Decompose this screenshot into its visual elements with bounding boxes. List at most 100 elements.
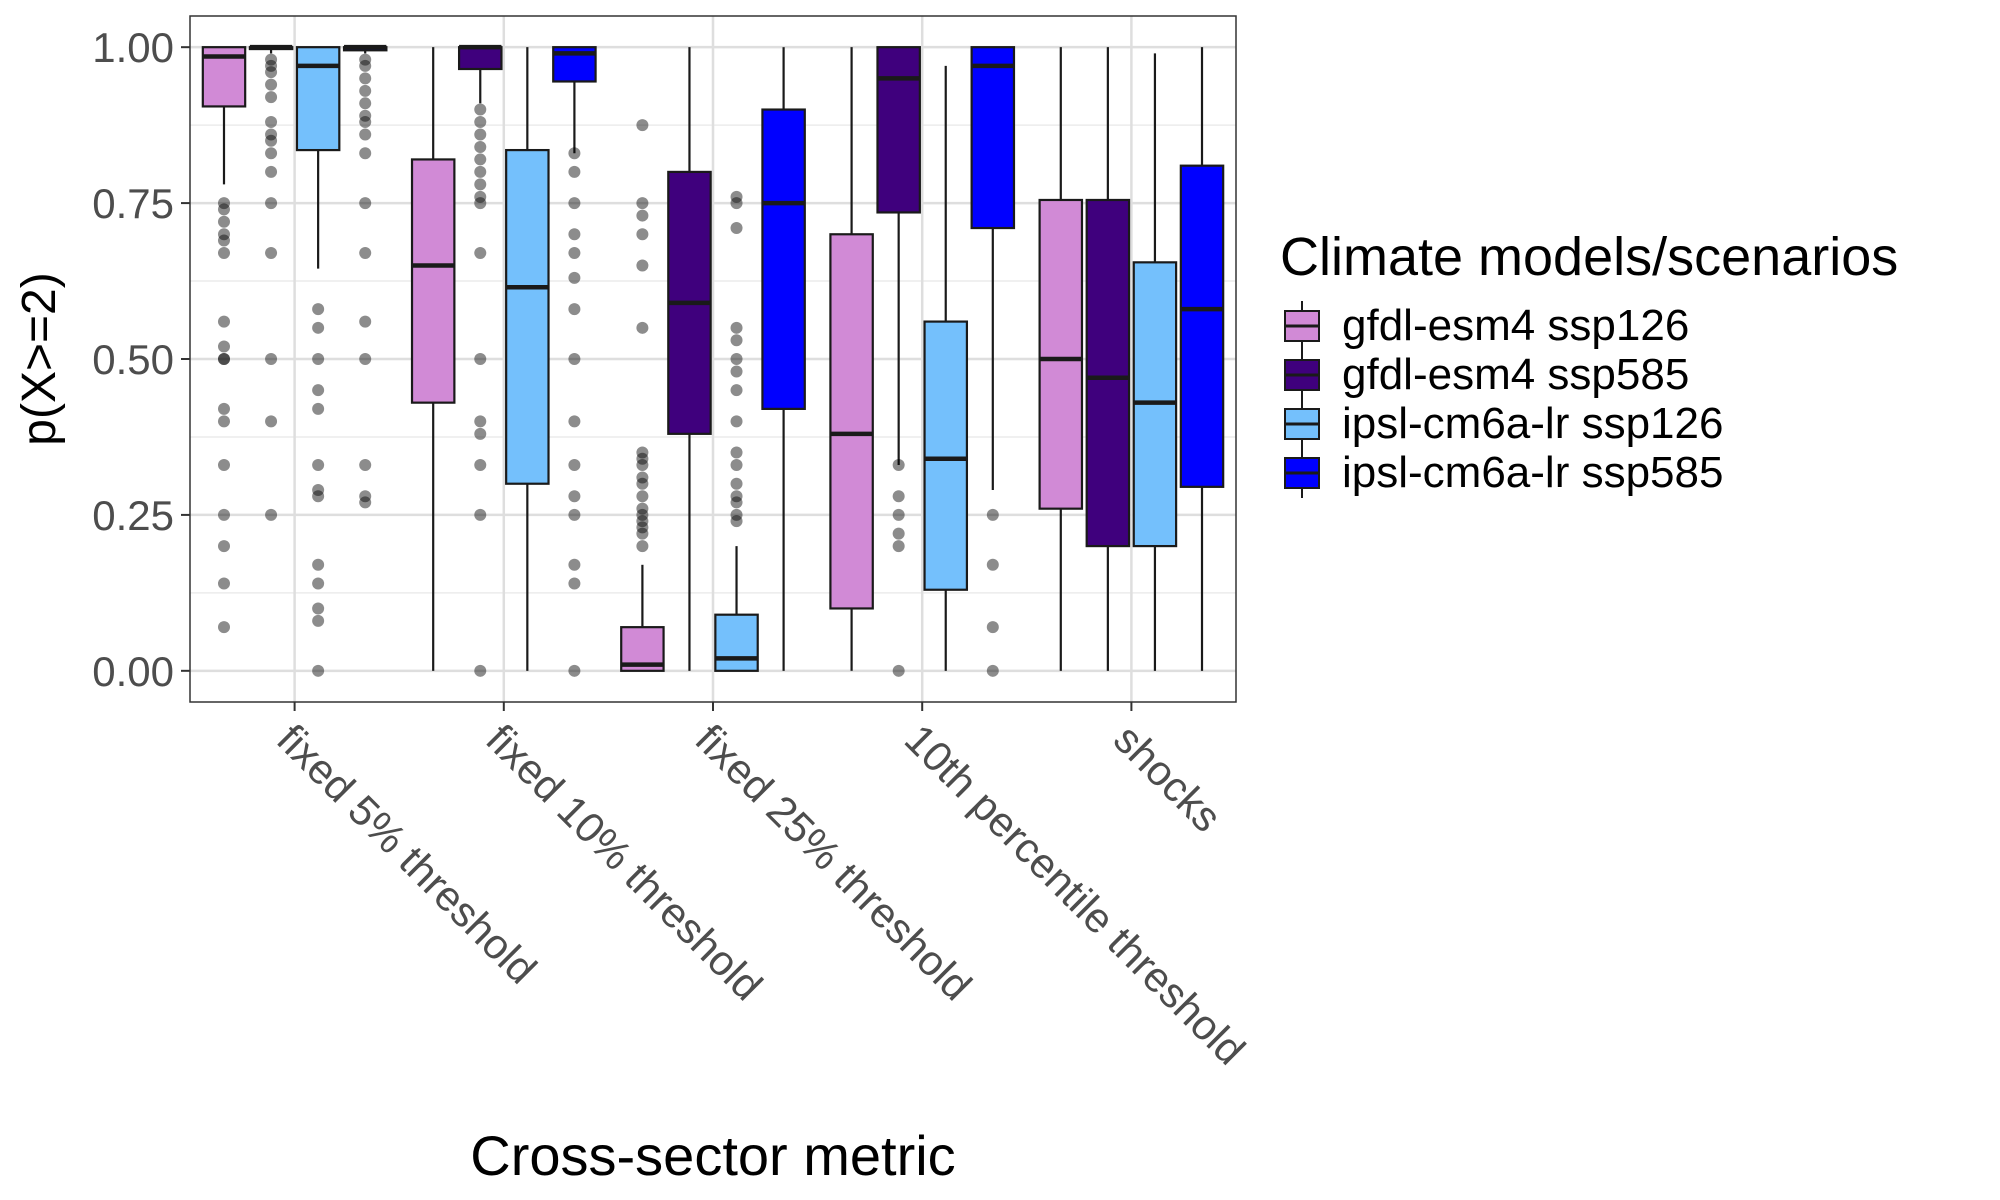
box bbox=[295, 46, 341, 152]
outlier-point bbox=[217, 234, 230, 247]
outlier-point bbox=[265, 508, 278, 521]
outlier-point bbox=[312, 602, 325, 615]
outlier-point bbox=[217, 415, 230, 428]
outlier-point bbox=[636, 452, 649, 465]
outlier-point bbox=[474, 353, 487, 365]
outlier-point bbox=[312, 614, 325, 627]
outlier-point bbox=[636, 446, 649, 459]
outlier-point bbox=[359, 59, 372, 72]
box-group bbox=[970, 46, 1016, 677]
outlier-point bbox=[730, 334, 743, 347]
outlier-point bbox=[568, 558, 581, 571]
outlier-point bbox=[265, 66, 278, 79]
boxplot-marks bbox=[201, 44, 1225, 677]
outlier-point bbox=[217, 203, 230, 216]
outlier-point bbox=[730, 459, 743, 472]
outlier-point bbox=[474, 415, 487, 428]
outlier-point bbox=[730, 496, 743, 509]
outlier-point bbox=[568, 303, 581, 316]
outlier-point bbox=[312, 664, 325, 677]
outlier-point bbox=[359, 109, 372, 122]
outlier-point bbox=[359, 84, 372, 97]
outlier-point bbox=[359, 116, 372, 129]
outlier-point bbox=[474, 116, 487, 129]
outlier-point bbox=[636, 209, 649, 222]
y-tick-label: 1.00 bbox=[92, 24, 174, 71]
box-group bbox=[295, 46, 341, 677]
outlier-point bbox=[730, 446, 743, 459]
outlier-point bbox=[568, 353, 581, 365]
outlier-point bbox=[312, 577, 325, 590]
box bbox=[970, 46, 1016, 230]
outlier-point bbox=[568, 664, 581, 677]
legend-label: gfdl-esm4 ssp585 bbox=[1342, 350, 1689, 399]
outlier-point bbox=[474, 128, 487, 141]
outlier-point bbox=[568, 577, 581, 590]
box-group bbox=[1038, 47, 1084, 671]
outlier-point bbox=[359, 490, 372, 503]
box-group bbox=[876, 46, 921, 677]
outlier-point bbox=[265, 91, 278, 104]
outlier-point bbox=[568, 490, 581, 503]
outlier-point bbox=[312, 303, 325, 316]
outlier-point bbox=[730, 353, 743, 365]
outlier-point bbox=[217, 577, 230, 590]
outlier-point bbox=[474, 190, 487, 203]
box-group bbox=[248, 44, 294, 521]
legend-title: Climate models/scenarios bbox=[1280, 227, 1898, 287]
x-tick-label: shocks bbox=[1105, 715, 1231, 841]
outlier-point bbox=[265, 134, 278, 147]
outlier-point bbox=[312, 321, 325, 334]
outlier-point bbox=[265, 78, 278, 91]
outlier-point bbox=[568, 228, 581, 241]
outlier-point bbox=[265, 128, 278, 141]
outlier-point bbox=[312, 384, 325, 397]
legend-item: gfdl-esm4 ssp126 bbox=[1284, 301, 1689, 351]
outlier-point bbox=[359, 459, 372, 472]
outlier-point bbox=[265, 415, 278, 428]
box bbox=[1179, 164, 1225, 488]
legend-item: ipsl-cm6a-lr ssp585 bbox=[1284, 448, 1723, 498]
box bbox=[410, 158, 456, 404]
outlier-point bbox=[568, 508, 581, 521]
outlier-point bbox=[265, 53, 278, 66]
outlier-point bbox=[568, 165, 581, 178]
outlier-point bbox=[359, 128, 372, 141]
box-group bbox=[1132, 53, 1178, 671]
outlier-point bbox=[312, 353, 325, 365]
outlier-point bbox=[217, 508, 230, 521]
outlier-point bbox=[636, 490, 649, 503]
x-tick-label: 10th percentile threshold bbox=[896, 715, 1254, 1073]
outlier-point bbox=[359, 496, 372, 509]
outlier-point bbox=[265, 197, 278, 210]
outlier-point bbox=[312, 558, 325, 571]
outlier-point bbox=[568, 147, 581, 160]
outlier-point bbox=[217, 215, 230, 228]
y-axis-title: p(X>=2) bbox=[13, 272, 66, 445]
outlier-point bbox=[474, 197, 487, 210]
legend-item: ipsl-cm6a-lr ssp126 bbox=[1284, 399, 1723, 449]
outlier-point bbox=[265, 246, 278, 259]
outlier-point bbox=[636, 508, 649, 521]
outlier-point bbox=[217, 340, 230, 353]
y-tick-label: 0.75 bbox=[92, 180, 174, 227]
box-group bbox=[667, 47, 712, 671]
box-group bbox=[1179, 47, 1225, 671]
outlier-point bbox=[986, 508, 999, 521]
outlier-point bbox=[568, 197, 581, 210]
outlier-point bbox=[568, 271, 581, 284]
outlier-point bbox=[217, 540, 230, 553]
box-group bbox=[761, 47, 806, 671]
box bbox=[457, 46, 503, 71]
box-group bbox=[201, 46, 247, 634]
legend-item: gfdl-esm4 ssp585 bbox=[1284, 350, 1689, 400]
legend-label: gfdl-esm4 ssp126 bbox=[1342, 301, 1689, 350]
y-axis: 0.00 0.25 0.50 0.75 1.00 bbox=[92, 24, 190, 695]
box bbox=[714, 613, 759, 672]
outlier-point bbox=[636, 228, 649, 241]
outlier-point bbox=[265, 116, 278, 129]
outlier-point bbox=[986, 664, 999, 677]
outlier-point bbox=[359, 353, 372, 365]
